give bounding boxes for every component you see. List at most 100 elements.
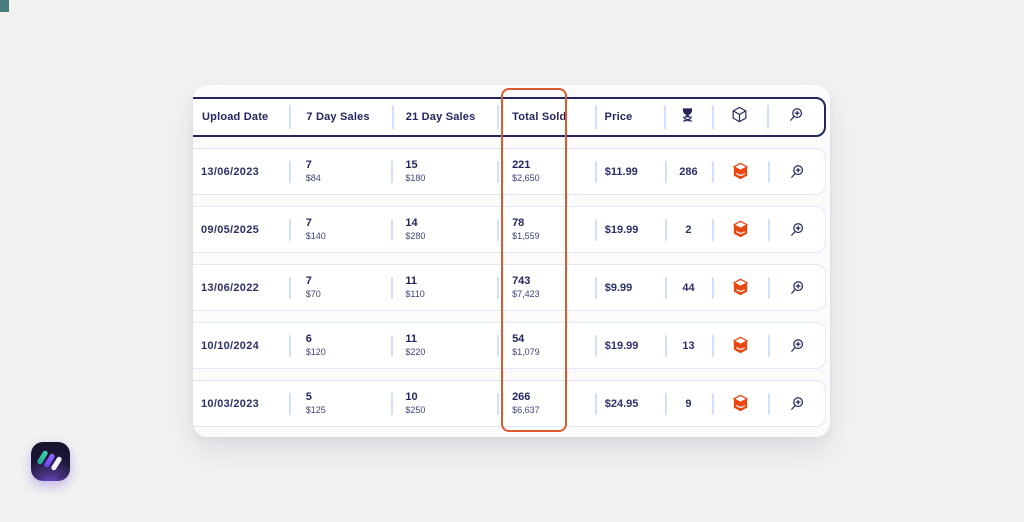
sales-count: 5 xyxy=(305,391,312,403)
cell-21-day-sales: 14 $280 xyxy=(391,207,497,252)
header-price: Price xyxy=(595,99,665,135)
cell-7-day-sales: 7 $140 xyxy=(289,207,392,252)
header-rank xyxy=(664,99,712,135)
app-logo xyxy=(31,442,70,481)
sales-count: 10 xyxy=(405,391,418,403)
sales-amount: $125 xyxy=(305,404,326,415)
corner-brand-accent xyxy=(0,0,9,12)
trophy-icon xyxy=(678,105,697,129)
total-sold-count: 221 xyxy=(512,159,531,171)
table-row: 13/06/2023 7 $84 15 $180 221 $2,650 xyxy=(193,148,826,195)
sales-amount: $120 xyxy=(305,346,326,357)
total-sold-amount: $2,650 xyxy=(512,172,540,183)
sales-count: 7 xyxy=(305,275,312,287)
amazon-package-icon[interactable] xyxy=(726,158,754,186)
zoom-in-icon xyxy=(787,106,805,129)
total-sold-count: 743 xyxy=(512,275,531,287)
cell-upload-date: 13/06/2023 xyxy=(193,149,289,194)
cell-total-sold: 266 $6,637 xyxy=(497,381,595,426)
sales-amount: $220 xyxy=(405,346,426,357)
rank-value: 13 xyxy=(682,339,695,352)
cell-7-day-sales: 7 $84 xyxy=(289,149,392,194)
cell-rank: 2 xyxy=(665,207,713,252)
sales-amount: $280 xyxy=(405,230,426,241)
cell-zoom-action xyxy=(768,149,825,194)
total-sold-amount: $6,637 xyxy=(512,404,540,415)
rank-value: 44 xyxy=(682,281,695,294)
header-label: Price xyxy=(604,111,633,123)
zoom-in-icon[interactable] xyxy=(783,274,811,302)
header-label: Total Sold xyxy=(512,111,567,123)
cell-price: $24.95 xyxy=(595,381,665,426)
total-sold-amount: $1,559 xyxy=(512,230,540,241)
sales-amount: $180 xyxy=(405,172,426,183)
table-row: 10/10/2024 6 $120 11 $220 54 $1,079 xyxy=(193,322,826,369)
cell-upload-date: 13/06/2022 xyxy=(193,265,289,310)
results-table-card: Upload Date 7 Day Sales 21 Day Sales Tot… xyxy=(193,85,830,437)
cell-product-link xyxy=(712,207,768,252)
price-value: $19.99 xyxy=(604,223,639,236)
sales-count: 11 xyxy=(405,275,418,287)
header-product xyxy=(712,99,768,135)
zoom-in-icon[interactable] xyxy=(783,158,811,186)
total-sold-count: 78 xyxy=(512,217,525,229)
sales-count: 15 xyxy=(405,159,418,171)
cell-zoom-action xyxy=(768,207,825,252)
table-header-row: Upload Date 7 Day Sales 21 Day Sales Tot… xyxy=(193,97,826,137)
cell-rank: 44 xyxy=(665,265,713,310)
header-label: 21 Day Sales xyxy=(405,111,476,123)
cell-product-link xyxy=(712,149,768,194)
rank-value: 286 xyxy=(679,165,698,178)
cell-rank: 286 xyxy=(665,149,713,194)
header-label: 7 Day Sales xyxy=(306,111,370,123)
zoom-in-icon[interactable] xyxy=(783,332,811,360)
package-icon xyxy=(730,105,749,129)
cell-zoom-action xyxy=(768,323,825,368)
upload-date-value: 10/10/2024 xyxy=(201,339,260,352)
sales-count: 11 xyxy=(405,333,418,345)
price-value: $9.99 xyxy=(604,281,633,294)
cell-upload-date: 10/03/2023 xyxy=(193,381,289,426)
rank-value: 2 xyxy=(685,223,692,236)
upload-date-value: 10/03/2023 xyxy=(201,397,260,410)
cell-total-sold: 54 $1,079 xyxy=(497,323,595,368)
sales-count: 6 xyxy=(305,333,312,345)
zoom-in-icon[interactable] xyxy=(783,390,811,418)
results-table: Upload Date 7 Day Sales 21 Day Sales Tot… xyxy=(193,97,826,427)
sales-amount: $70 xyxy=(305,288,321,299)
total-sold-amount: $1,079 xyxy=(512,346,540,357)
cell-price: $9.99 xyxy=(595,265,665,310)
cell-rank: 9 xyxy=(665,381,713,426)
cell-product-link xyxy=(712,265,768,310)
total-sold-amount: $7,423 xyxy=(512,288,540,299)
cell-21-day-sales: 10 $250 xyxy=(391,381,497,426)
cell-rank: 13 xyxy=(665,323,713,368)
cell-total-sold: 221 $2,650 xyxy=(497,149,595,194)
cell-7-day-sales: 6 $120 xyxy=(289,323,392,368)
amazon-package-icon[interactable] xyxy=(726,390,754,418)
sales-amount: $140 xyxy=(305,230,326,241)
upload-date-value: 13/06/2022 xyxy=(201,281,260,294)
cell-21-day-sales: 11 $220 xyxy=(391,323,497,368)
sales-amount: $110 xyxy=(405,288,425,299)
cell-zoom-action xyxy=(768,265,825,310)
total-sold-count: 266 xyxy=(512,391,531,403)
cell-zoom-action xyxy=(768,381,825,426)
header-upload-date: Upload Date xyxy=(193,99,289,135)
cell-21-day-sales: 11 $110 xyxy=(391,265,497,310)
table-row: 10/03/2023 5 $125 10 $250 266 $6,637 xyxy=(193,380,826,427)
header-total-sold: Total Sold xyxy=(497,99,594,135)
header-7-day-sales: 7 Day Sales xyxy=(289,99,391,135)
cell-price: $11.99 xyxy=(595,149,665,194)
amazon-package-icon[interactable] xyxy=(726,274,754,302)
cell-7-day-sales: 5 $125 xyxy=(289,381,392,426)
amazon-package-icon[interactable] xyxy=(726,332,754,360)
sales-amount: $84 xyxy=(305,172,321,183)
amazon-package-icon[interactable] xyxy=(726,216,754,244)
header-label: Upload Date xyxy=(202,111,269,123)
cell-upload-date: 09/05/2025 xyxy=(193,207,289,252)
price-value: $24.95 xyxy=(604,397,639,410)
sales-count: 7 xyxy=(305,159,312,171)
zoom-in-icon[interactable] xyxy=(783,216,811,244)
